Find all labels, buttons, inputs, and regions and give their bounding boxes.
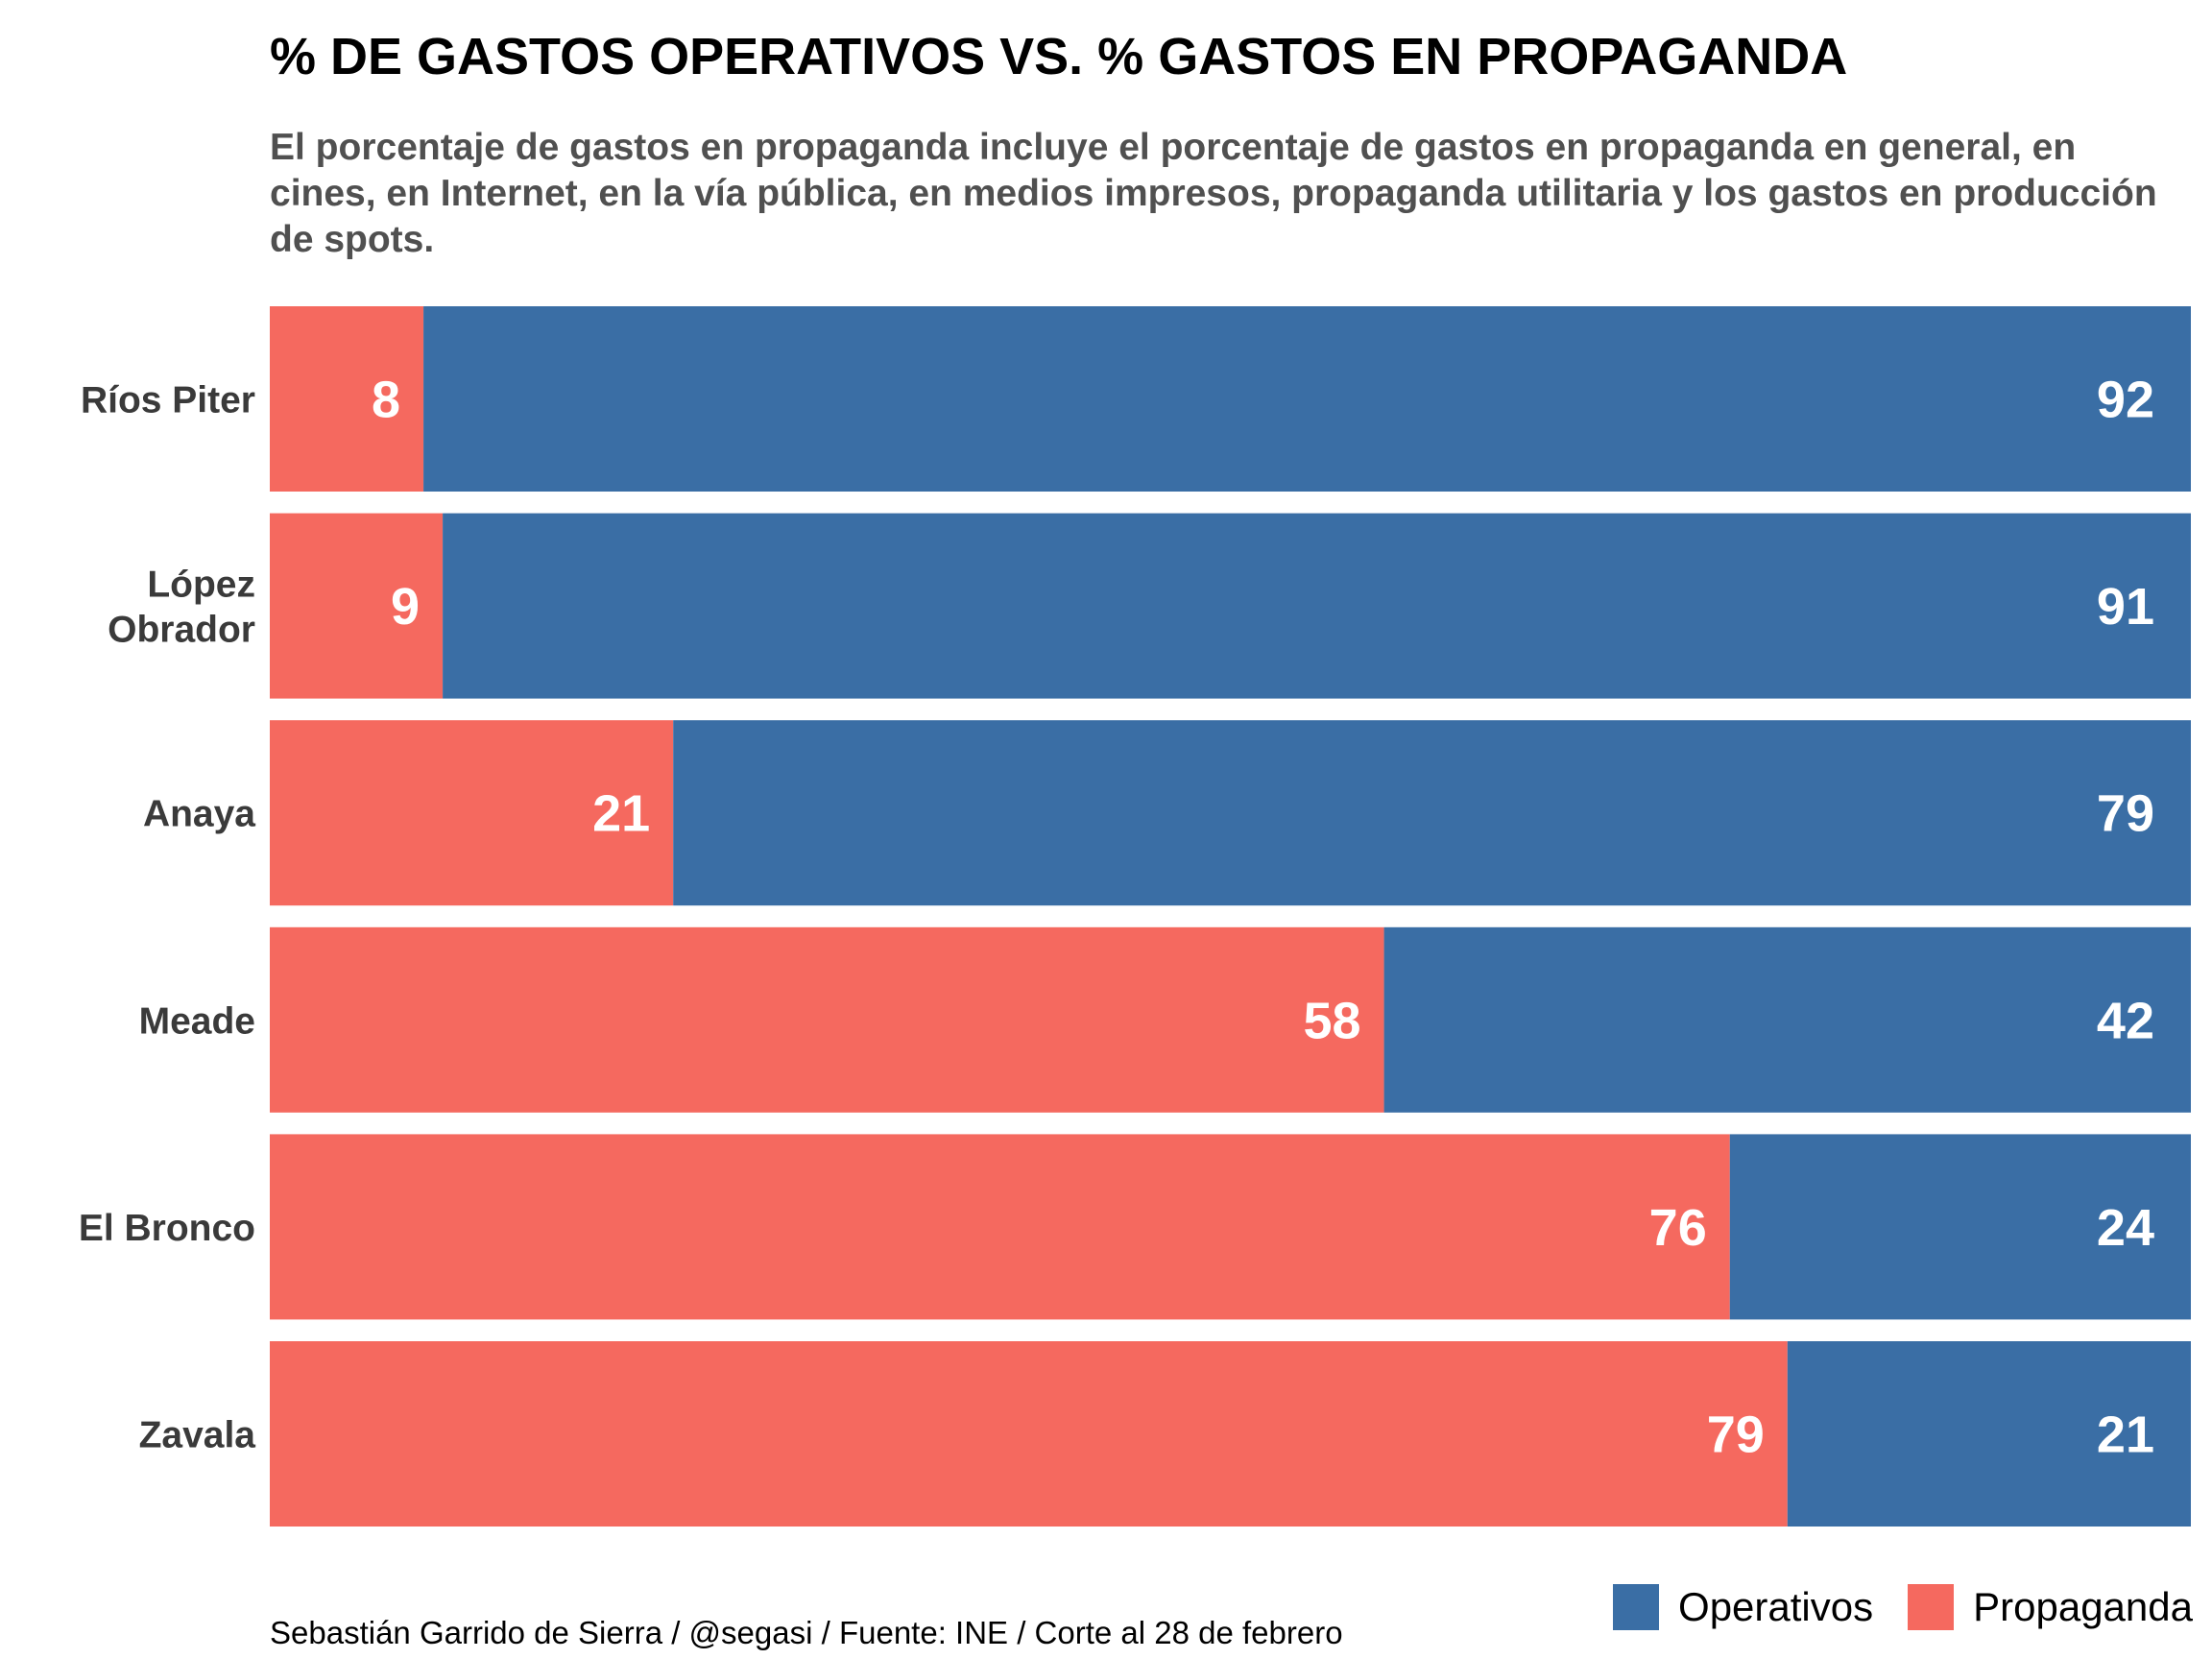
legend-label-operativos: Operativos <box>1678 1584 1874 1629</box>
category-label-el-bronco: El Bronco <box>79 1208 255 1249</box>
data-label-propaganda-el-bronco: 76 <box>1649 1199 1707 1257</box>
bar-operativos-meade <box>1383 926 2191 1113</box>
category-label-rios-piter: Ríos Piter <box>81 380 255 421</box>
bar-propaganda-el-bronco <box>270 1134 1730 1320</box>
bar-operativos-lopez-obrador <box>443 513 2192 699</box>
legend-key-operativos <box>1613 1584 1660 1630</box>
legend-item-operativos: Operativos <box>1613 1584 1873 1630</box>
bar-propaganda-zavala <box>270 1341 1788 1527</box>
data-label-propaganda-lopez-obrador: 9 <box>391 578 420 636</box>
data-label-propaganda-rios-piter: 8 <box>372 372 400 429</box>
bar-operativos-anaya <box>673 720 2192 906</box>
bar-operativos-zavala <box>1787 1341 2191 1527</box>
legend-key-propaganda <box>1908 1584 1955 1630</box>
bar-propaganda-lopez-obrador <box>270 513 444 699</box>
bar-propaganda-anaya <box>270 720 674 906</box>
category-label-zavala: Zavala <box>139 1415 256 1456</box>
legend: Operativos Propaganda <box>1578 1584 2193 1630</box>
data-label-propaganda-zavala: 79 <box>1707 1407 1765 1464</box>
chart-caption: Sebastián Garrido de Sierra / @segasi / … <box>270 1615 1343 1650</box>
bar-operativos-el-bronco <box>1729 1134 2191 1320</box>
category-label-lopez-obrador: López Obrador <box>108 565 255 651</box>
legend-item-propaganda: Propaganda <box>1908 1584 2193 1630</box>
legend-label-propaganda: Propaganda <box>1973 1584 2193 1629</box>
data-label-operativos-el-bronco: 24 <box>2097 1199 2154 1257</box>
data-label-operativos-anaya: 79 <box>2097 785 2154 843</box>
bar-operativos-rios-piter <box>423 306 2192 492</box>
category-label-meade: Meade <box>139 1000 255 1042</box>
data-label-operativos-rios-piter: 92 <box>2097 372 2154 429</box>
data-label-operativos-lopez-obrador: 91 <box>2097 578 2154 636</box>
chart-title: % DE GASTOS OPERATIVOS VS. % GASTOS EN P… <box>270 28 1848 85</box>
stacked-bar-chart: 8 92 Ríos Piter 9 91 López Obrador 21 79 Anaya 58 4… <box>79 306 2192 1527</box>
bar-propaganda-rios-piter <box>270 306 424 492</box>
data-label-propaganda-meade: 58 <box>1304 992 1361 1049</box>
data-label-operativos-meade: 42 <box>2097 992 2154 1049</box>
chart-subtitle: El porcentaje de gastos en propaganda in… <box>270 127 2157 260</box>
category-label-anaya: Anaya <box>143 794 255 835</box>
data-label-operativos-zavala: 21 <box>2097 1407 2154 1464</box>
data-label-propaganda-anaya: 21 <box>592 785 650 843</box>
bar-propaganda-meade <box>270 926 1384 1113</box>
